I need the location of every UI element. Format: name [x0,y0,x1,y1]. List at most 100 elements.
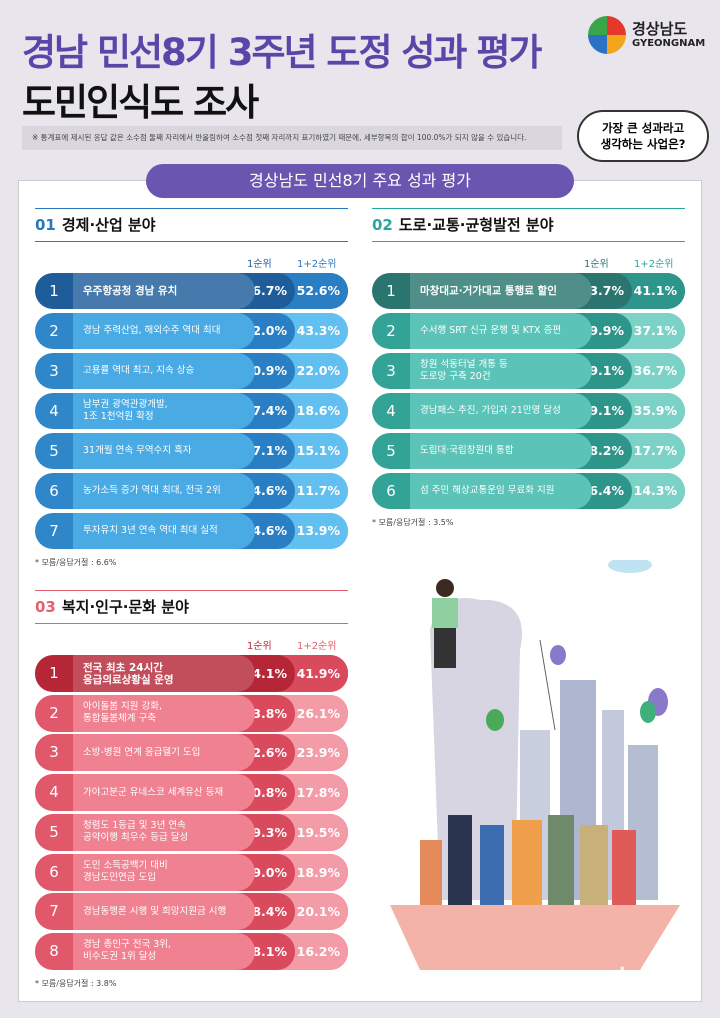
hand-base [390,905,680,970]
rank-number: 5 [49,822,59,841]
balloon [486,709,504,731]
col-rank1: 1순위 [247,641,272,652]
section-02: 02 도로·교통·균형발전 분야 1순위 1+2순위 23.7% 마창대교·거가대교 … [372,200,685,527]
section-number: 03 [35,598,56,616]
rank12-value: 20.1% [296,904,340,920]
balloon [640,701,656,723]
ranking-row: 19.9% 수서행 SRT 신규 운행 및 KTX 증편 2 37.1% [372,313,685,349]
item-label: 우주항공청 경남 유치 [73,273,255,309]
ranking-row: 9.0% 도민 소득공백기 대비 경남도민연금 도입 6 18.9% [35,853,348,891]
rank12-value: 18.6% [296,403,340,418]
rank12-value: 26.1% [296,705,340,721]
rank12-value: 37.1% [633,323,677,338]
rank12-value: 14.3% [633,483,677,498]
rank12-value: 17.7% [633,443,677,458]
rank12-value: 17.8% [296,785,340,801]
ranking-row: 22.0% 경남 주력산업, 해외수주 역대 최대 2 43.3% [35,313,348,349]
rank-number: 5 [386,442,396,460]
bubble-line-2: 생각하는 사업은? [600,137,686,151]
item-label: 마창대교·거가대교 통행료 할인 [410,273,592,309]
rank12-value: 52.6% [296,283,340,298]
rank12-value: 18.9% [296,864,340,880]
rank12-value: 35.9% [633,403,677,418]
footnote: * 모름/응답거절 : 3.5% [372,518,454,527]
gyeongnam-logo: 경상남도 GYEONGNAM [588,16,708,60]
rank-number: 4 [49,402,59,420]
rank-number: 3 [49,743,59,762]
rank-number: 1 [386,282,396,300]
logo-english: GYEONGNAM [632,38,706,49]
item-label: 고용률 역대 최고, 지속 상승 [73,353,255,389]
rank-number: 7 [49,902,59,921]
section-title: 복지·인구·문화 분야 [61,598,189,616]
logo-korean: 경상남도 [632,20,688,38]
item-label: 경남 총인구 전국 3위, 비수도권 1위 달성 [73,932,255,970]
ranking-row: 36.7% 우주항공청 경남 유치 1 52.6% [35,273,348,309]
section-01: 01 경제·산업 분야 1순위 1+2순위 36.7% 우주항공청 경남 유치 1 5… [35,200,348,567]
page-subtitle: 도민인식도 조사 [22,81,259,124]
rank-number: 3 [386,362,396,380]
item-label: 31개월 연속 무역수지 흑자 [73,433,255,469]
ranking-row: 6.4% 섬 주민 해상교통운임 무료화 지원 6 14.3% [372,473,685,509]
rank-number: 2 [49,703,59,722]
item-label: 경남패스 추진, 가입자 21만명 달성 [410,393,592,429]
ranking-row: 7.4% 남부권 광역관광개발, 1조 1천억원 확정 4 18.6% [35,393,348,429]
ranking-row: 23.7% 마창대교·거가대교 통행료 할인 1 41.1% [372,273,685,309]
rank12-value: 16.2% [296,943,340,959]
ranking-row: 13.8% 아이돌봄 지원 강화, 통합돌봄체계 구축 2 26.1% [35,694,348,732]
newsis-watermark: 뉴시스 [616,963,700,996]
section-banner: 경상남도 민선8기 주요 성과 평가 [146,164,574,198]
section-title: 도로·교통·균형발전 분야 [398,216,554,234]
statistics-note: ※ 통계표에 제시된 응답 값은 소수점 둘째 자리에서 반올림하여 소수점 첫… [22,126,562,150]
bubble-line-1: 가장 큰 성과라고 [601,121,685,135]
item-label: 농가소득 증가 역대 최대, 전국 2위 [73,473,255,509]
rank-number: 5 [49,442,59,460]
rank-number: 2 [386,322,396,340]
balloon [550,645,566,665]
ranking-row: 10.8% 가야고분군 유네스코 세계유산 등재 4 17.8% [35,774,348,812]
rank-number: 6 [49,862,59,881]
section-number: 01 [35,216,56,234]
rank12-value: 15.1% [296,443,340,458]
rank12-value: 23.9% [296,745,340,761]
item-label: 창원 석동터널 개통 등 도로망 구축 20건 [410,353,592,389]
ranking-row: 8.2% 도립대·국립창원대 통합 5 17.7% [372,433,685,469]
logo-icon [588,16,626,54]
item-label: 도립대·국립창원대 통합 [410,433,592,469]
item-label: 경남 주력산업, 해외수주 역대 최대 [73,313,255,349]
rank-number: 8 [49,941,59,960]
footnote: * 모름/응답거절 : 3.8% [35,978,117,988]
section-heading: 02 도로·교통·균형발전 분야 [372,208,685,242]
rank-number: 1 [49,664,59,682]
ranking-row: 10.9% 고용률 역대 최고, 지속 상승 3 22.0% [35,353,348,389]
illustration [390,560,680,970]
item-label: 전국 최초 24시간 응급의료상황실 운영 [73,655,255,692]
rank-number: 4 [386,402,396,420]
person-on-thumb [432,579,458,668]
page-title: 경남 민선8기 3주년 도정 성과 평가 [22,31,542,74]
section-number: 02 [372,216,393,234]
col-rank12: 1+2순위 [297,641,337,652]
rank12-value: 41.1% [633,283,677,298]
ranking-row: 4.6% 농가소득 증가 역대 최대, 전국 2위 6 11.7% [35,473,348,509]
section-heading: 03 복지·인구·문화 분야 [35,590,348,624]
rank12-value: 22.0% [296,363,340,378]
rank-number: 6 [386,482,396,500]
rank12-value: 19.5% [296,824,340,840]
ranking-row: 12.6% 소방-병원 연계 응급헬기 도입 3 23.9% [35,734,348,772]
section-title: 경제·산업 분야 [61,216,156,234]
ranking-row: 7.1% 31개월 연속 무역수지 흑자 5 15.1% [35,433,348,469]
rank-number: 1 [49,282,59,300]
ranking-row: 19.1% 창원 석동터널 개통 등 도로망 구축 20건 3 36.7% [372,353,685,389]
col-rank1: 1순위 [584,259,609,270]
ranking-row: 4.6% 투자유치 3년 연속 역대 최대 실적 7 13.9% [35,513,348,549]
cloud-icon [608,560,652,573]
item-label: 투자유치 3년 연속 역대 최대 실적 [73,513,255,549]
item-label: 아이돌봄 지원 강화, 통합돌봄체계 구축 [73,694,255,732]
rank12-value: 36.7% [633,363,677,378]
ranking-row: 8.1% 경남 총인구 전국 3위, 비수도권 1위 달성 8 16.2% [35,932,348,970]
rank-number: 3 [49,362,59,380]
crowd-of-people [420,815,636,905]
rank12-value: 13.9% [296,523,340,538]
rank12-value: 43.3% [296,323,340,338]
